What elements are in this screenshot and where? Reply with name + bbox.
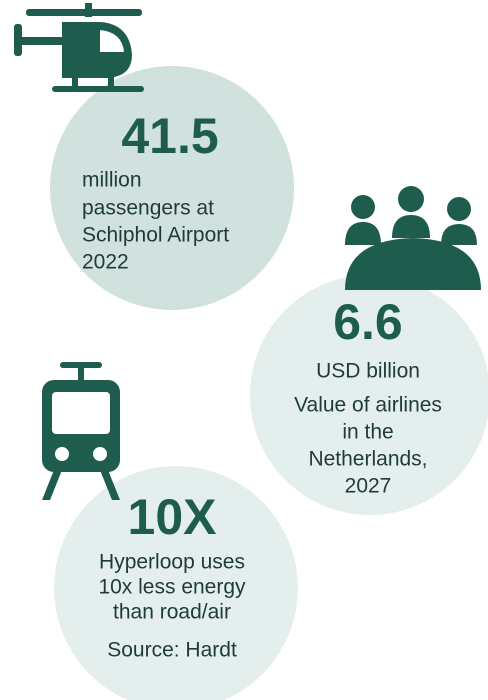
train-icon xyxy=(42,362,120,500)
stat-description: Netherlands, xyxy=(308,448,427,471)
stat-description: million xyxy=(82,169,142,192)
stat-description: in the xyxy=(342,421,393,444)
helicopter-icon xyxy=(14,3,144,92)
stat-value: 10X xyxy=(128,489,217,545)
stat-description: 2027 xyxy=(345,475,392,498)
stat-value: 41.5 xyxy=(121,108,218,164)
stat-description: 10x less energy xyxy=(98,576,246,599)
stat-circle xyxy=(54,466,298,700)
stat-description: Source: Hardt xyxy=(107,639,237,662)
stat-description: Schiphol Airport xyxy=(82,224,229,247)
stat-description: Hyperloop uses xyxy=(99,551,245,574)
stat-description: Value of airlines xyxy=(294,394,442,417)
stat-value: 6.6 xyxy=(333,294,403,350)
stat-circle xyxy=(250,275,488,515)
stat-description: passengers at xyxy=(82,197,214,220)
stat-circle xyxy=(50,66,294,310)
stat-description: than road/air xyxy=(113,601,231,624)
people-icon xyxy=(345,186,481,290)
stat-description: USD billion xyxy=(316,360,420,383)
stat-description: 2022 xyxy=(82,251,129,274)
